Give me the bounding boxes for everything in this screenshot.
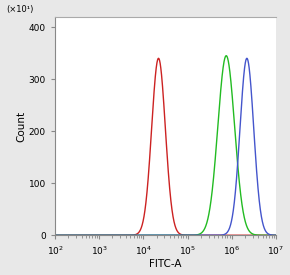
Y-axis label: Count: Count: [16, 110, 26, 142]
X-axis label: FITC-A: FITC-A: [149, 259, 182, 270]
Text: (×10¹): (×10¹): [6, 6, 34, 15]
